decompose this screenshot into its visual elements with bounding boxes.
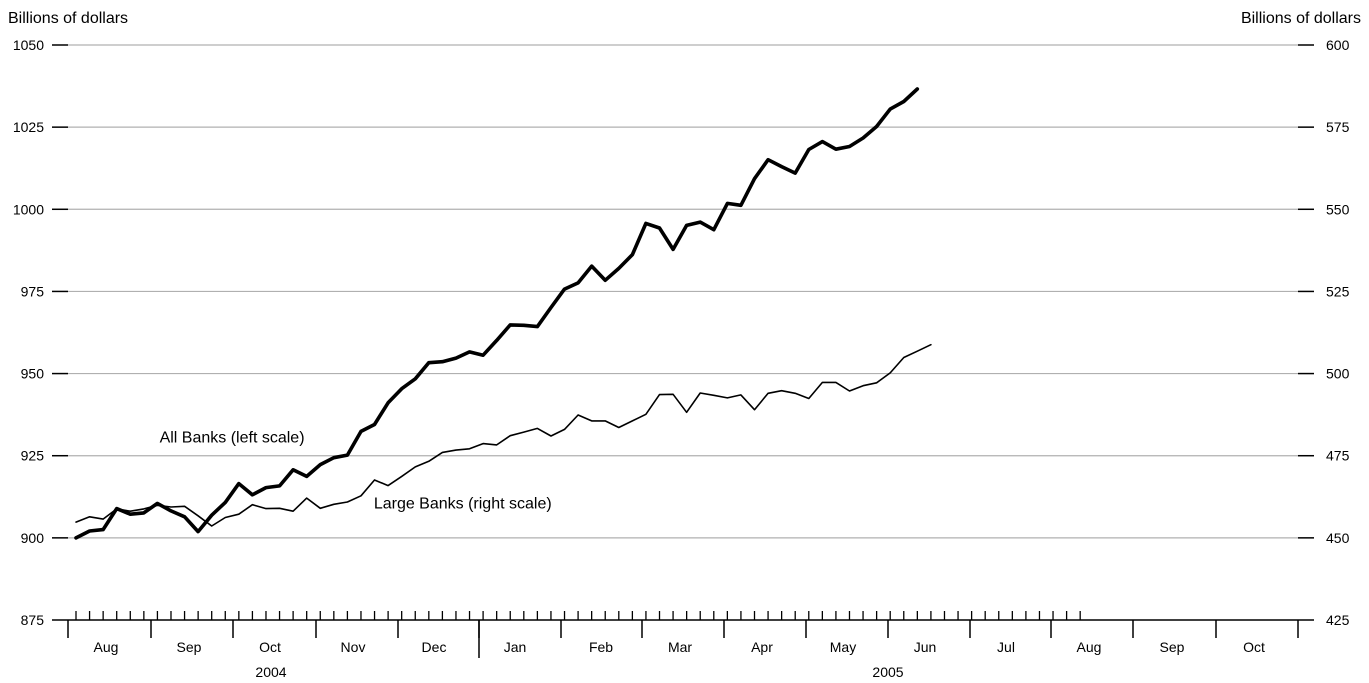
right-axis-label: Billions of dollars: [1241, 10, 1361, 27]
month-label: Aug: [94, 639, 119, 655]
month-label: May: [830, 639, 856, 655]
month-label: Jul: [997, 639, 1015, 655]
month-label: Jun: [914, 639, 937, 655]
month-label: Feb: [589, 639, 613, 655]
series-lines: [74, 87, 932, 540]
year-label: 2004: [255, 664, 286, 680]
left-tick-label: 875: [21, 612, 45, 628]
month-label: Oct: [1243, 639, 1265, 655]
left-tick-label: 925: [21, 448, 45, 464]
month-label: Oct: [259, 639, 281, 655]
month-label: Apr: [751, 639, 773, 655]
right-tick-label: 525: [1326, 283, 1350, 299]
right-tick-label: 425: [1326, 612, 1350, 628]
left-axis-ticks: 875 900 925 950 975 1000 1025 1050: [13, 37, 68, 628]
month-label: Dec: [422, 639, 447, 655]
month-label: Sep: [1160, 639, 1185, 655]
month-label: Nov: [341, 639, 366, 655]
series-annotations: All Banks (left scale) Large Banks (right…: [160, 430, 552, 513]
left-tick-label: 1000: [13, 201, 44, 217]
large-banks-line: [75, 343, 932, 527]
right-tick-label: 450: [1326, 530, 1350, 546]
left-tick-label: 1050: [13, 37, 44, 53]
gridlines: [68, 44, 1298, 539]
month-label: Sep: [177, 639, 202, 655]
right-tick-label: 600: [1326, 37, 1350, 53]
left-tick-label: 975: [21, 283, 45, 299]
large-banks-annotation: Large Banks (right scale): [374, 495, 552, 512]
right-tick-label: 550: [1326, 201, 1350, 217]
left-tick-label: 1025: [13, 119, 44, 135]
all-banks-annotation: All Banks (left scale): [160, 430, 305, 447]
right-tick-label: 575: [1326, 119, 1350, 135]
all-banks-line: [74, 87, 920, 540]
right-tick-label: 475: [1326, 448, 1350, 464]
month-label: Mar: [668, 639, 692, 655]
month-label: Aug: [1077, 639, 1102, 655]
x-axis: Aug Sep Oct Nov Dec Jan Feb Mar Apr May Jun Jul Aug S…: [67, 611, 1299, 680]
left-axis-label: Billions of dollars: [8, 10, 128, 27]
month-label: Jan: [504, 639, 527, 655]
right-axis-ticks: 425 450 475 500 525 550 575 600: [1298, 37, 1350, 628]
left-tick-label: 900: [21, 530, 45, 546]
left-tick-label: 950: [21, 366, 45, 382]
right-tick-label: 500: [1326, 366, 1350, 382]
year-label: 2005: [872, 664, 903, 680]
